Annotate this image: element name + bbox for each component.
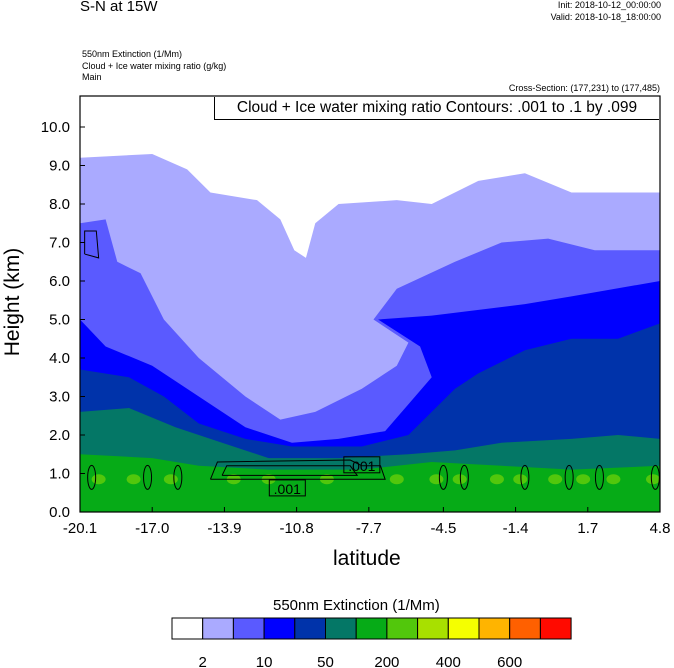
contour-loop-4 [459,464,469,490]
colorbar-swatch-3 [263,617,296,640]
plot-frame [79,95,661,513]
y-tick-label-9: 9.0 [49,158,70,175]
colorbar-swatch-12 [539,617,572,640]
y-tick-label-7: 7.0 [49,235,70,252]
colorbar-label-0: 2 [199,654,207,668]
contour-loop-7 [594,464,604,490]
x-tick-label-3: -10.8 [280,520,314,537]
extinction-patch-9 [489,474,504,485]
extinction-patch-7 [429,474,444,485]
extinction-patch-12 [576,474,591,485]
contour-loop-3 [438,464,448,490]
extinction-patch-2 [163,474,178,485]
contour-loop-6 [564,464,574,490]
contour-line-0 [209,459,386,480]
colorbar-swatch-9 [447,617,480,640]
y-tick-label-5: 5.0 [49,312,70,329]
extinction-patch-8 [452,474,467,485]
contour-label-0: .001 [348,458,375,474]
colorbar-swatch-2 [232,617,265,640]
extinction-patch-1 [126,474,141,485]
x-tick-label-6: -1.4 [503,520,529,537]
main-title: S-N at 15W [80,0,158,15]
y-tick-label-4: 4.0 [49,350,70,367]
colorbar-label-2: 50 [317,654,334,668]
extinction-patch-11 [548,474,563,485]
contour-loop-2 [173,464,183,490]
x-tick-label-5: -4.5 [430,520,456,537]
colorbar-swatch-11 [509,617,541,640]
colorbar-label-5: 600 [497,654,522,668]
colorbar-swatch-6 [355,617,388,640]
y-tick-label-6: 6.0 [49,273,70,290]
contour-label-box-0 [343,456,381,474]
contour-loop-5 [520,464,530,490]
init-time: Init: 2018-10-12_00:00:00 [557,0,661,10]
x-tick-label-2: -13.9 [207,520,241,537]
contour-line-2 [84,230,100,259]
colorbar-swatch-5 [325,617,357,640]
x-tick-label-0: -20.1 [63,520,97,537]
extinction-patch-14 [646,474,661,485]
y-tick-label-0: 0.0 [49,504,70,521]
contour-label-1: .001 [274,481,301,497]
contour-loop-8 [650,464,660,490]
colorbar-swatch-0 [171,617,204,640]
colorbar-label-3: 200 [374,654,399,668]
colorbar-swatch-8 [417,617,449,640]
extinction-patch-13 [606,474,621,485]
extinction-patch-0 [91,474,106,485]
y-tick-label-2: 2.0 [49,427,70,444]
contour-info-box: Cloud + Ice water mixing ratio Contours:… [214,97,659,120]
x-tick-label-8: 4.8 [650,520,671,537]
x-tick-label-1: -17.0 [135,520,169,537]
field-label-3: Main [82,72,102,82]
colorbar-swatch-4 [294,617,326,640]
y-tick-label-8: 8.0 [49,196,70,213]
colorbar-swatch-1 [202,617,234,640]
y-tick-label-10: 10.0 [41,119,70,136]
valid-time: Valid: 2018-10-18_18:00:00 [550,12,661,22]
extinction-patch-10 [513,474,528,485]
x-tick-label-7: 1.7 [577,520,598,537]
colorbar-swatch-10 [478,617,511,640]
contour-loop-0 [87,464,97,490]
field-label-2: Cloud + Ice water mixing ratio (g/kg) [82,61,227,71]
colorbar-label-4: 400 [436,654,461,668]
colorbar-title: 550nm Extinction (1/Mm) [273,597,440,614]
y-tick-label-3: 3.0 [49,389,70,406]
contour-label-box-1 [268,479,306,497]
x-axis-label: latitude [333,547,401,570]
colorbar-swatch-7 [386,617,419,640]
colorbar-label-1: 10 [256,654,273,668]
cross-section-label: Cross-Section: (177,231) to (177,485) [508,83,660,93]
extinction-patch-6 [389,474,404,485]
y-axis-label: Height (km) [1,247,24,357]
contour-loop-1 [143,464,153,490]
field-label-1: 550nm Extinction (1/Mm) [82,49,183,59]
x-tick-label-4: -7.7 [356,520,382,537]
y-tick-label-1: 1.0 [49,466,70,483]
contour-line-1 [221,465,359,476]
